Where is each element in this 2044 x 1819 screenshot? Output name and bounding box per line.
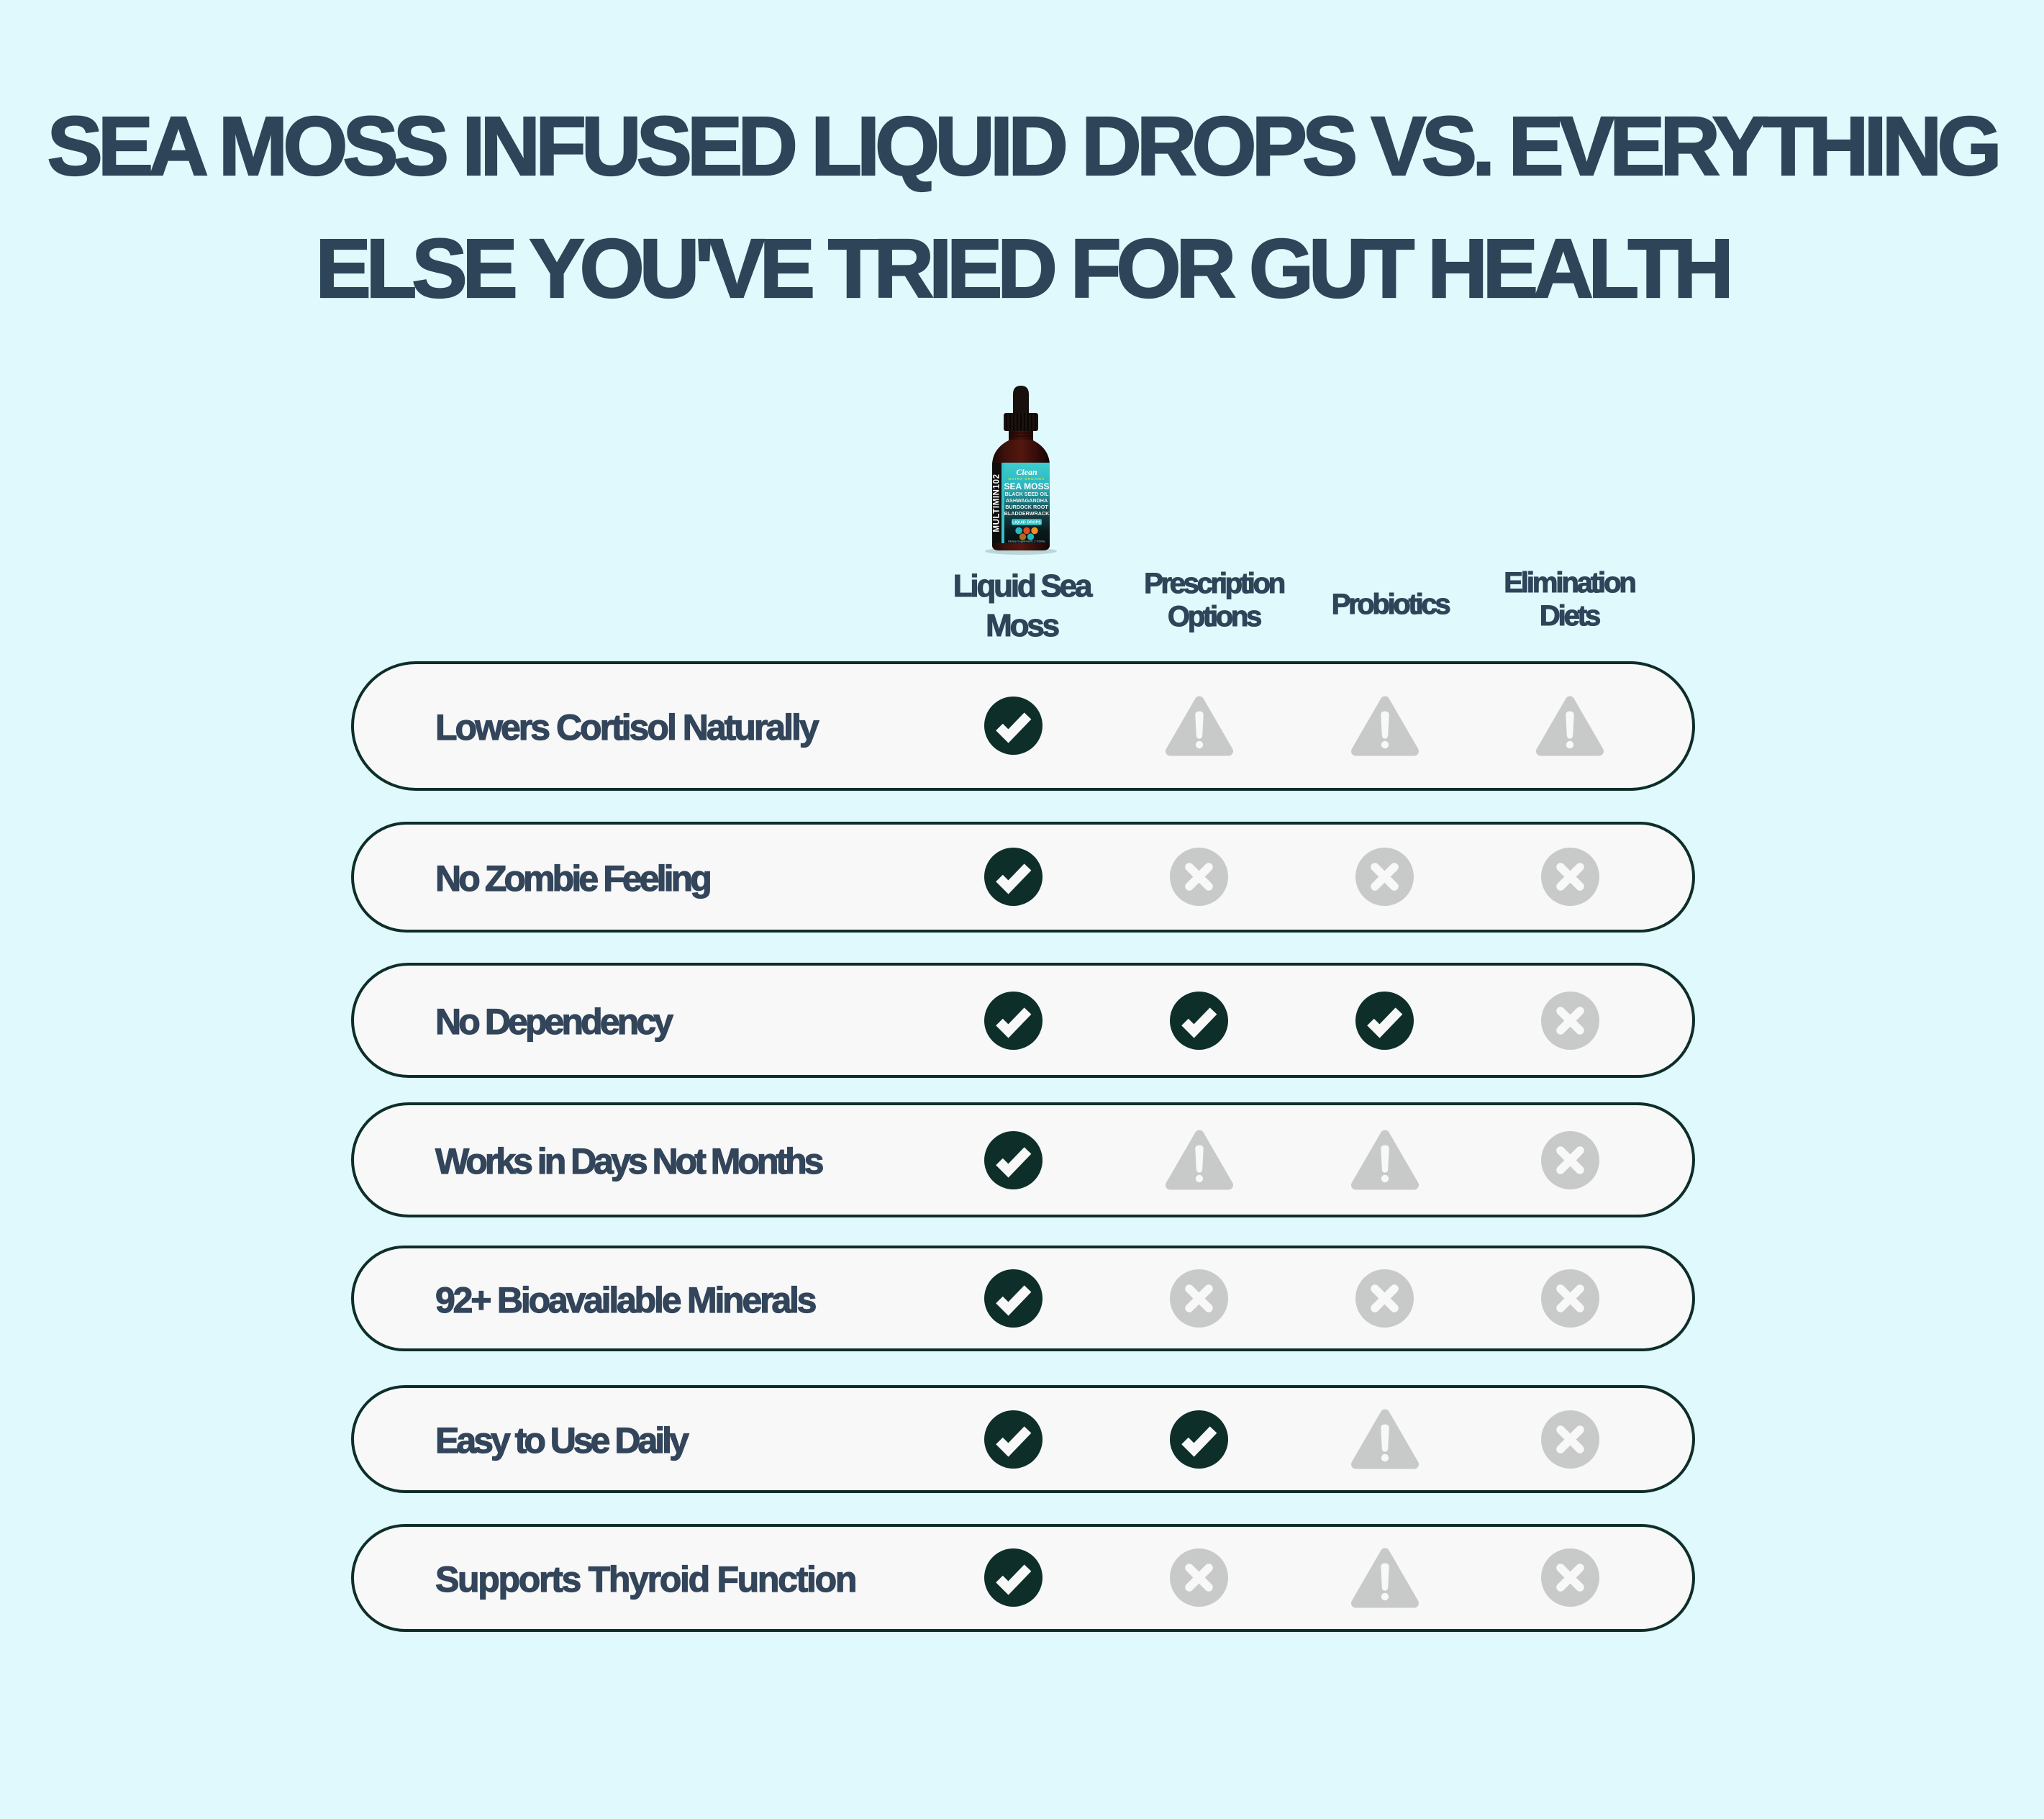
svg-text:LIQUID DROPS: LIQUID DROPS [1012, 521, 1041, 525]
svg-text:BLACK SEED OIL: BLACK SEED OIL [1005, 491, 1049, 497]
svg-text:SEA MOSS: SEA MOSS [1004, 481, 1050, 491]
svg-text:BURDOCK ROOT: BURDOCK ROOT [1005, 504, 1048, 510]
svg-text:MULTIMIN102: MULTIMIN102 [993, 473, 1001, 532]
svg-text:Dietary Supplement | 2 fl 60mL: Dietary Supplement | 2 fl 60mL [1008, 540, 1045, 543]
svg-text:Clean: Clean [1016, 467, 1037, 477]
svg-text:ASHWAGANDHA: ASHWAGANDHA [1006, 497, 1048, 504]
svg-text:BLADDERWRACK: BLADDERWRACK [1004, 510, 1050, 517]
svg-text:NUTRA ORGANIC: NUTRA ORGANIC [1008, 477, 1045, 481]
